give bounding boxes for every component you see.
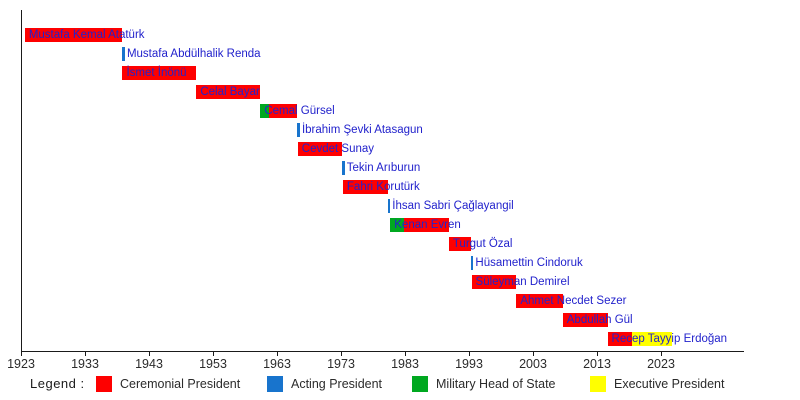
- timeline-bar-ceremonial: [342, 180, 388, 194]
- timeline-bar-ceremonial: [404, 218, 449, 232]
- legend-swatch-ceremonial: [96, 376, 112, 392]
- x-axis-tick: [149, 351, 150, 356]
- bar-label: Mustafa Kemal Atatürk: [28, 29, 145, 41]
- x-axis-tick: [661, 351, 662, 356]
- bar-label: Tekin Arıburun: [346, 162, 421, 174]
- timeline-bar-acting: [122, 47, 125, 61]
- legend-label: Ceremonial President: [120, 377, 241, 391]
- timeline-bar-ceremonial: [196, 85, 261, 99]
- x-axis-tick-label: 1973: [327, 357, 355, 371]
- legend-label: Acting President: [291, 377, 383, 391]
- timeline-bar-ceremonial: [122, 66, 197, 80]
- bar-label: Kenan Evren: [394, 219, 461, 231]
- timeline-bar-ceremonial: [269, 104, 298, 118]
- bar-label: Süleyman Demirel: [475, 276, 570, 288]
- x-axis-tick: [341, 351, 342, 356]
- x-axis-tick: [277, 351, 278, 356]
- bar-label: Ahmet Necdet Sezer: [520, 295, 627, 307]
- bar-label: Abdullah Gül: [566, 314, 633, 326]
- bar-label: Mustafa Abdülhalik Renda: [126, 48, 261, 60]
- bar-label: Hüsamettin Cindoruk: [475, 257, 583, 269]
- x-axis-tick: [469, 351, 470, 356]
- x-axis-line: [21, 351, 745, 352]
- x-axis-tick: [21, 351, 22, 356]
- bar-label: Fahri Korutürk: [346, 181, 420, 193]
- x-axis-tick: [213, 351, 214, 356]
- bar-label: Cemal Gürsel: [264, 105, 335, 117]
- timeline-bar-ceremonial: [471, 275, 517, 289]
- bar-label: Recep Tayyip Erdoğan: [611, 333, 728, 345]
- timeline-bar-acting: [297, 123, 300, 137]
- timeline-bar-acting: [387, 199, 391, 213]
- timeline-bar-ceremonial: [297, 142, 343, 156]
- x-axis-tick: [405, 351, 406, 356]
- bar-label: Turgut Özal: [452, 238, 513, 250]
- legend-label: Military Head of State: [436, 377, 556, 391]
- timeline-bar-acting: [470, 256, 474, 270]
- x-axis-tick-label: 1933: [71, 357, 99, 371]
- timeline-bar-ceremonial: [24, 28, 123, 42]
- timeline-bar-executive: [632, 332, 672, 346]
- x-axis-tick-label: 1923: [7, 357, 35, 371]
- bar-label: Celal Bayar: [200, 86, 260, 98]
- timeline-bar-ceremonial: [516, 294, 563, 308]
- legend-label: Executive President: [614, 377, 725, 391]
- x-axis-tick: [597, 351, 598, 356]
- x-axis-tick-label: 1943: [135, 357, 163, 371]
- x-axis-tick-label: 2003: [519, 357, 547, 371]
- legend: Legend : Ceremonial President Acting Pres…: [0, 374, 800, 398]
- timeline-bar-military: [260, 104, 270, 118]
- x-axis-tick-label: 2013: [583, 357, 611, 371]
- legend-title: Legend :: [30, 376, 85, 391]
- timeline-bar-acting: [342, 161, 345, 175]
- legend-swatch-acting: [267, 376, 283, 392]
- timeline-bar-ceremonial: [448, 237, 471, 251]
- x-axis-tick-label: 2023: [647, 357, 675, 371]
- bar-label: İhsan Sabri Çağlayangil: [392, 200, 514, 212]
- x-axis-tick: [533, 351, 534, 356]
- timeline-bar-ceremonial: [562, 313, 608, 327]
- x-axis-tick-label: 1953: [199, 357, 227, 371]
- x-axis-tick-label: 1993: [455, 357, 483, 371]
- bar-label: İsmet İnönü: [126, 67, 187, 79]
- timeline-bar-military: [390, 218, 405, 232]
- x-axis-tick-label: 1963: [263, 357, 291, 371]
- x-axis-tick-label: 1983: [391, 357, 419, 371]
- legend-swatch-executive: [590, 376, 606, 392]
- x-axis-tick: [85, 351, 86, 356]
- bar-label: Cevdet Sunay: [301, 143, 375, 155]
- y-axis-line: [21, 10, 22, 351]
- bar-label: İbrahim Şevki Atasagun: [301, 124, 423, 136]
- legend-swatch-military: [412, 376, 428, 392]
- timeline-bar-ceremonial: [607, 332, 633, 346]
